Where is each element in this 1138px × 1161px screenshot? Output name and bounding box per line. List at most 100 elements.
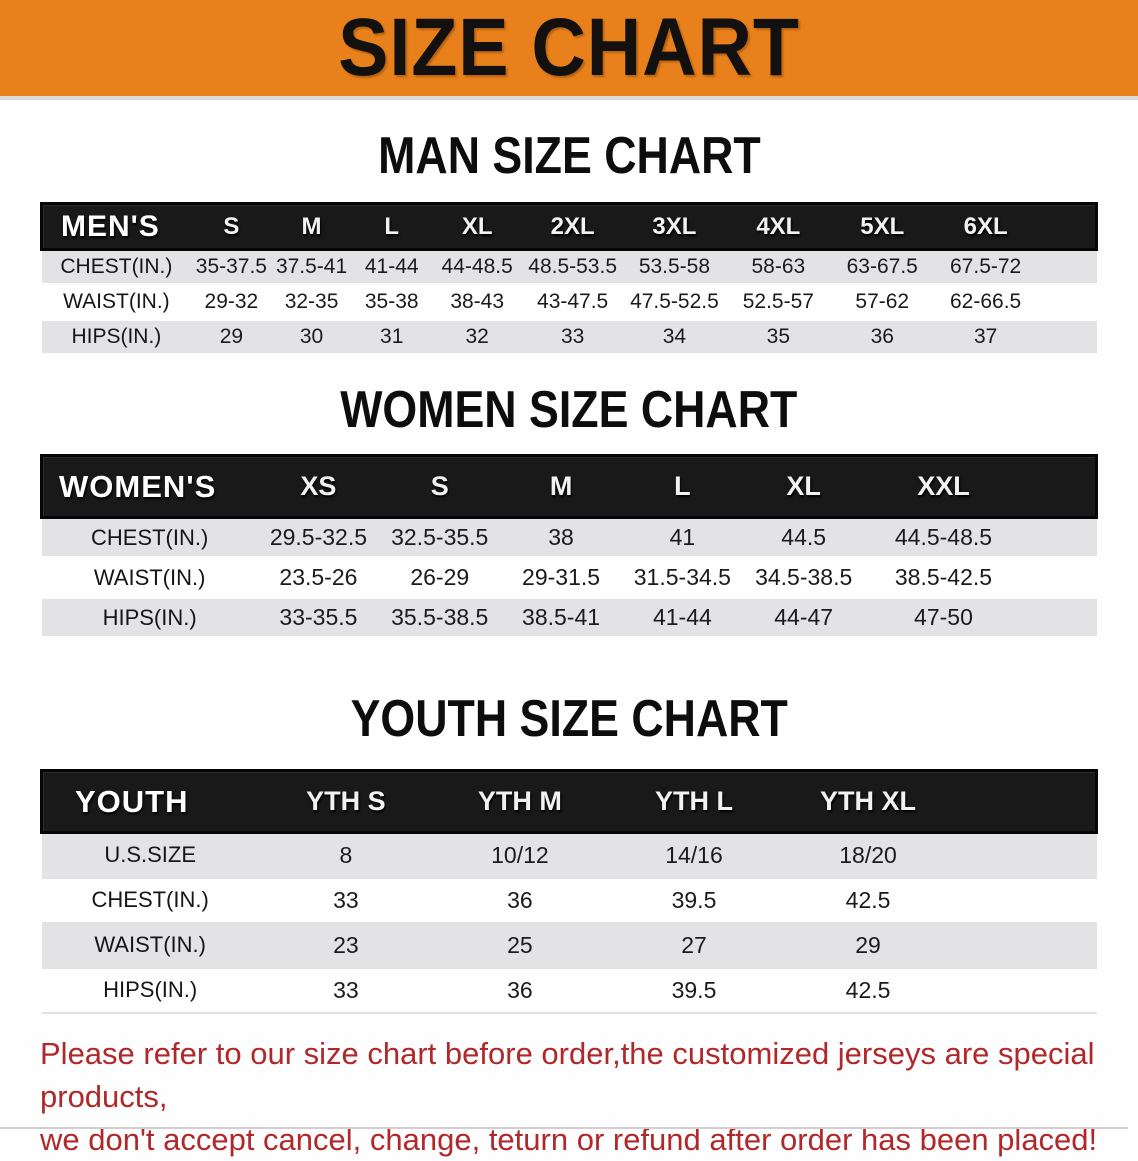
row-label: CHEST(IN.) bbox=[91, 887, 209, 912]
youth-size-header-xl: YTH XL bbox=[820, 786, 917, 816]
disclaimer-line-1: Please refer to our size chart before or… bbox=[40, 1035, 1095, 1114]
men-size-header-3xl: 3XL bbox=[652, 212, 697, 240]
table-cell: 23 bbox=[333, 931, 359, 958]
table-cell: 33 bbox=[560, 325, 585, 348]
women-size-header-xl: XL bbox=[786, 471, 821, 501]
row-label: U.S.SIZE bbox=[104, 842, 196, 868]
table-cell: 14/16 bbox=[665, 841, 723, 868]
table-cell: 41-44 bbox=[652, 604, 712, 630]
women-size-header-s: S bbox=[430, 471, 449, 501]
table-cell: 47.5-52.5 bbox=[630, 290, 719, 313]
row-label: HIPS(IN.) bbox=[102, 604, 197, 630]
table-cell: 42.5 bbox=[845, 886, 891, 913]
men-size-header-m: M bbox=[301, 212, 322, 240]
youth-size-header-s: YTH S bbox=[306, 786, 386, 816]
bottom-border-line bbox=[0, 1127, 1128, 1129]
table-cell: 36 bbox=[870, 325, 894, 348]
table-cell: 58-63 bbox=[751, 255, 806, 278]
spacer-cell bbox=[1023, 518, 1097, 558]
table-cell: 25 bbox=[507, 931, 533, 958]
youth-size-header-m: YTH M bbox=[477, 786, 562, 816]
women-section-title: WOMEN SIZE CHART bbox=[0, 384, 1138, 436]
women-chest-row: CHEST(IN.) 29.5-32.5 32.5-35.5 38 41 44.… bbox=[41, 517, 1097, 558]
youth-hips-row: HIPS(IN.) 33 36 39.5 42.5 bbox=[41, 968, 1097, 1013]
table-cell: 33-35.5 bbox=[279, 604, 358, 630]
women-table-corner-label: WOMEN'S bbox=[59, 468, 217, 504]
banner-title: SIZE CHART bbox=[338, 2, 800, 93]
table-cell: 43-47.5 bbox=[537, 290, 609, 313]
table-cell: 44.5 bbox=[781, 524, 827, 550]
women-waist-row: WAIST(IN.) 23.5-26 26-29 29-31.5 31.5-34… bbox=[41, 558, 1097, 598]
table-cell: 41 bbox=[669, 524, 696, 550]
men-size-header-xl: XL bbox=[461, 212, 493, 240]
spacer-cell bbox=[955, 771, 1096, 833]
table-cell: 39.5 bbox=[671, 886, 717, 913]
row-label: WAIST(IN.) bbox=[93, 564, 206, 590]
table-cell: 34 bbox=[662, 325, 687, 348]
table-cell: 41-44 bbox=[364, 255, 419, 278]
table-cell: 39.5 bbox=[671, 976, 717, 1003]
women-table-header-row: WOMEN'S XS S M L XL XXL bbox=[41, 455, 1097, 518]
spacer-cell bbox=[955, 878, 1096, 923]
women-size-header-m: M bbox=[549, 471, 573, 501]
table-cell: 44-48.5 bbox=[441, 255, 513, 278]
table-cell: 32 bbox=[465, 325, 489, 348]
youth-section-title: YOUTH SIZE CHART bbox=[0, 693, 1138, 745]
men-size-header-s: S bbox=[223, 212, 240, 240]
spacer-cell bbox=[1037, 285, 1096, 320]
men-size-header-4xl: 4XL bbox=[756, 212, 801, 240]
spacer-cell bbox=[955, 968, 1096, 1013]
spacer-cell bbox=[955, 833, 1096, 878]
table-cell: 34.5-38.5 bbox=[755, 564, 853, 590]
table-cell: 38-43 bbox=[450, 290, 505, 313]
spacer-cell bbox=[955, 923, 1096, 968]
table-cell: 42.5 bbox=[845, 976, 891, 1003]
table-cell: 67.5-72 bbox=[950, 255, 1022, 278]
men-size-header-l: L bbox=[384, 212, 400, 240]
disclaimer-text: Please refer to our size chart before or… bbox=[40, 1032, 1108, 1161]
table-cell: 29-32 bbox=[204, 290, 259, 313]
youth-section-title-text: YOUTH SIZE CHART bbox=[350, 690, 788, 748]
table-cell: 44-47 bbox=[774, 604, 834, 630]
table-cell: 36 bbox=[507, 886, 533, 913]
table-cell: 31.5-34.5 bbox=[633, 564, 731, 590]
table-cell: 35 bbox=[766, 325, 791, 348]
disclaimer-line-2: we don't accept cancel, change, teturn o… bbox=[40, 1121, 1098, 1157]
table-cell: 32.5-35.5 bbox=[391, 524, 489, 550]
row-label: WAIST(IN.) bbox=[94, 932, 206, 957]
table-cell: 10/12 bbox=[491, 841, 549, 868]
table-cell: 29 bbox=[219, 325, 244, 348]
men-size-header-5xl: 5XL bbox=[860, 212, 905, 240]
spacer-cell bbox=[1037, 204, 1096, 250]
men-size-header-2xl: 2XL bbox=[550, 212, 595, 240]
table-cell: 38.5-41 bbox=[522, 604, 601, 630]
table-cell: 38.5-42.5 bbox=[894, 564, 993, 590]
table-cell: 29-31.5 bbox=[522, 564, 601, 590]
table-cell: 18/20 bbox=[839, 841, 897, 868]
row-label: HIPS(IN.) bbox=[71, 325, 162, 348]
table-cell: 27 bbox=[681, 931, 707, 958]
spacer-cell bbox=[1023, 558, 1097, 598]
table-cell: 29.5-32.5 bbox=[269, 524, 368, 550]
table-cell: 38 bbox=[548, 524, 574, 550]
spacer-cell bbox=[1037, 320, 1096, 355]
men-table-header-row: MEN'S S M L XL 2XL 3XL 4XL 5XL 6XL bbox=[41, 203, 1097, 250]
table-cell: 52.5-57 bbox=[742, 290, 814, 313]
table-cell: 63-67.5 bbox=[846, 255, 918, 278]
spacer-cell bbox=[1037, 250, 1096, 285]
size-chart-banner: SIZE CHART bbox=[0, 0, 1138, 100]
row-label: CHEST(IN.) bbox=[60, 255, 173, 278]
men-waist-row: WAIST(IN.) 29-32 32-35 35-38 38-43 43-47… bbox=[41, 285, 1097, 320]
women-size-table: WOMEN'S XS S M L XL XXL CHEST(IN.) 29.5-… bbox=[40, 454, 1098, 639]
youth-size-table: YOUTH YTH S YTH M YTH L YTH XL U.S.SIZE … bbox=[40, 769, 1098, 1014]
table-cell: 8 bbox=[339, 841, 353, 868]
table-cell: 30 bbox=[299, 325, 324, 348]
youth-chest-row: CHEST(IN.) 33 36 39.5 42.5 bbox=[41, 878, 1097, 923]
men-chest-row: CHEST(IN.) 35-37.5 37.5-41 41-44 44-48.5… bbox=[41, 249, 1097, 285]
men-section-title: MAN SIZE CHART bbox=[0, 130, 1138, 182]
spacer-cell bbox=[1023, 456, 1097, 518]
men-hips-row: HIPS(IN.) 29 30 31 32 33 34 35 36 37 bbox=[41, 319, 1097, 355]
youth-waist-row: WAIST(IN.) 23 25 27 29 bbox=[41, 922, 1097, 968]
table-cell: 23.5-26 bbox=[279, 564, 358, 590]
table-cell: 53.5-58 bbox=[638, 255, 711, 278]
